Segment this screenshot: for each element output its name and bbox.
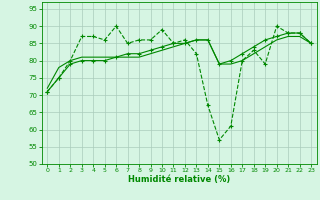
X-axis label: Humidité relative (%): Humidité relative (%) <box>128 175 230 184</box>
